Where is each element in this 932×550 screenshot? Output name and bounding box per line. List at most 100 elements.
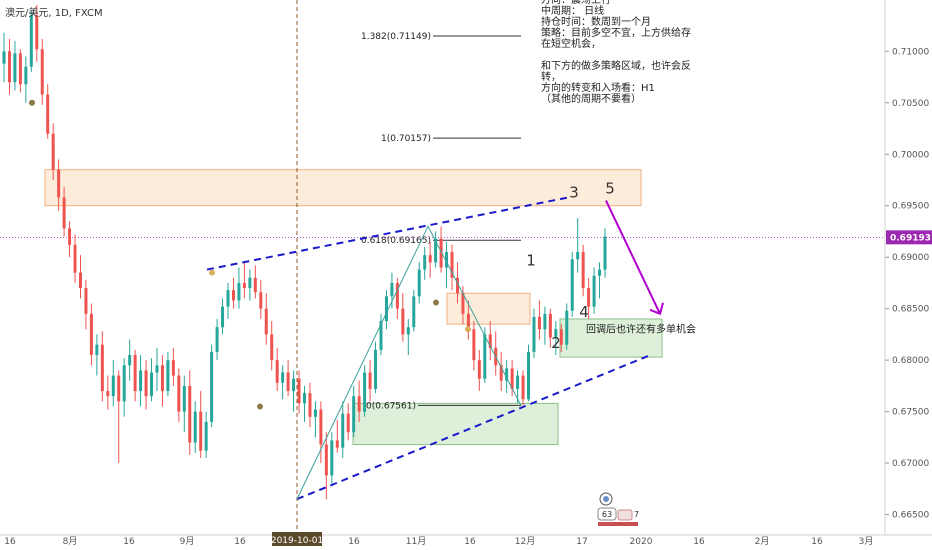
candle [319, 401, 323, 464]
projection-arrow[interactable] [605, 200, 661, 315]
candle [150, 358, 154, 402]
fib-level-label: 0.618(0.69165) [361, 236, 431, 246]
candle [18, 49, 22, 93]
x-tick-label: 16 [123, 537, 135, 547]
candle [592, 267, 596, 314]
candle-body [532, 316, 536, 352]
current-price-badge [886, 230, 932, 245]
channel-upper-line[interactable] [206, 196, 569, 271]
candle-body [166, 360, 170, 392]
candle-body [242, 282, 246, 289]
candle [472, 321, 476, 371]
event-dot[interactable] [29, 99, 35, 106]
candle [570, 252, 574, 317]
event-dot[interactable] [433, 299, 439, 306]
candle-body [215, 327, 219, 352]
candle [73, 234, 77, 283]
candle [554, 321, 558, 355]
candle-body [570, 259, 574, 311]
event-marker-group[interactable]: 63 7 [597, 492, 639, 526]
candle [84, 279, 88, 330]
candle-body [308, 393, 312, 417]
event-strip [598, 522, 638, 526]
event-badge-count: 63 [602, 510, 612, 519]
candle-layer [2, 5, 607, 500]
candle [521, 370, 525, 406]
candle-body [559, 329, 563, 345]
annotation-line: 在短空机会， [541, 37, 601, 50]
candle [253, 265, 257, 299]
candle-body [248, 277, 252, 289]
candle-body [581, 252, 585, 289]
candle-body [543, 313, 547, 330]
x-tick-label: 11月 [406, 536, 426, 547]
candle [401, 293, 405, 342]
candle [68, 221, 72, 258]
candle [423, 246, 427, 280]
event-badge[interactable] [597, 507, 617, 521]
candle-body [445, 252, 449, 268]
candle [330, 432, 334, 484]
candle [543, 306, 547, 345]
price-scale-panel [885, 0, 932, 550]
candle-body [598, 269, 602, 276]
candle-body [384, 296, 388, 322]
y-tick-label: 0.69500 [892, 202, 929, 212]
annotation-line: 和下方的做多策略区域，也许会反 [541, 59, 691, 72]
candle-body [341, 413, 345, 448]
candle [57, 159, 61, 211]
candle [46, 84, 50, 139]
candle-body [221, 306, 225, 328]
candle-body [587, 288, 591, 307]
candle-body [417, 269, 421, 297]
candle [363, 365, 367, 417]
candle [488, 321, 492, 361]
flag-icon[interactable] [617, 509, 633, 521]
candle [242, 262, 246, 299]
event-dot[interactable] [257, 403, 263, 410]
fib-swing-line[interactable] [296, 225, 522, 500]
candle [532, 308, 536, 359]
candle [598, 262, 602, 299]
candle-body [286, 372, 290, 392]
annotation-line: 策略：目前多空不宜，上方供给存 [541, 26, 691, 39]
event-dot[interactable] [209, 269, 215, 276]
candle [215, 318, 219, 361]
candle [231, 277, 235, 309]
candle [40, 38, 44, 105]
candle-body [139, 370, 143, 392]
candle [270, 321, 274, 371]
candle [62, 187, 66, 237]
candle-body [592, 275, 596, 307]
candle-body [412, 296, 416, 328]
candle-body [576, 252, 580, 260]
candle [100, 331, 104, 402]
candle-body [117, 375, 121, 402]
wave-label-1: 1 [526, 251, 536, 269]
candle-body [554, 329, 558, 338]
candle-body [160, 365, 164, 392]
channel-lower-line[interactable] [296, 355, 649, 501]
x-tick-label: 12月 [515, 536, 535, 547]
candle [89, 303, 93, 366]
y-tick-label: 0.68000 [892, 356, 929, 366]
candle-body [40, 49, 44, 95]
candle-body [488, 334, 492, 348]
candle-body [330, 440, 334, 476]
candle-body [565, 310, 569, 345]
candle [461, 286, 465, 325]
x-date-badge [272, 532, 322, 546]
candle [559, 324, 563, 352]
candle [434, 231, 438, 268]
candle-body [423, 255, 427, 270]
candle [221, 298, 225, 335]
candle-body [89, 313, 93, 355]
x-tick-label: 17 [576, 537, 587, 547]
event-dot[interactable] [465, 326, 471, 333]
candle [111, 360, 115, 407]
candle-body [231, 290, 235, 301]
candle [450, 244, 454, 291]
zone-note: 回调后也许还有多单机会 [586, 322, 696, 335]
